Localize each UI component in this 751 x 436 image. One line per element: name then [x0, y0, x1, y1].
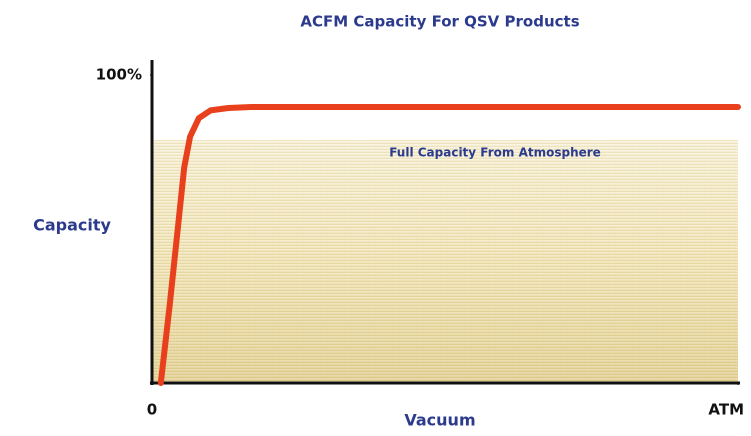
y-tick-label: 100%	[96, 66, 142, 84]
capacity-line	[157, 104, 741, 386]
chart-title: ACFM Capacity For QSV Products	[300, 13, 579, 31]
x-tick-label: 0	[147, 401, 157, 419]
x-tick-label: ATM	[708, 401, 744, 419]
annotation: Full Capacity From Atmosphere	[389, 146, 601, 160]
shading-texture	[152, 140, 738, 383]
y-axis-label: Capacity	[33, 216, 111, 235]
x-axis-label: Vacuum	[404, 411, 475, 430]
